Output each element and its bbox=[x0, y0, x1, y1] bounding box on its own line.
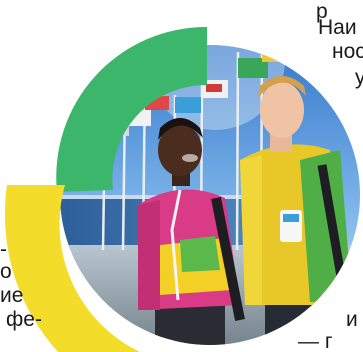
article-text-left-line-4: фе- bbox=[6, 308, 42, 331]
article-text-left-line-3: ие bbox=[0, 284, 24, 307]
article-text-right-line-2: Наи bbox=[318, 16, 357, 39]
yellow-ring-arc bbox=[4, 185, 141, 352]
article-text-left-line-1: - bbox=[0, 238, 7, 261]
article-text-right-line-3: нос bbox=[332, 40, 363, 63]
article-text-right-bottom-line-1: и bbox=[346, 308, 358, 331]
article-text-left-line-2: о bbox=[0, 260, 12, 283]
article-text-right-line-1: р bbox=[316, 0, 328, 23]
green-ring-arc bbox=[56, 26, 208, 192]
article-text-right-bottom-line-2: — г bbox=[298, 330, 333, 352]
article-text-right-line-4: у bbox=[355, 66, 363, 89]
volunteer-left bbox=[138, 118, 245, 345]
